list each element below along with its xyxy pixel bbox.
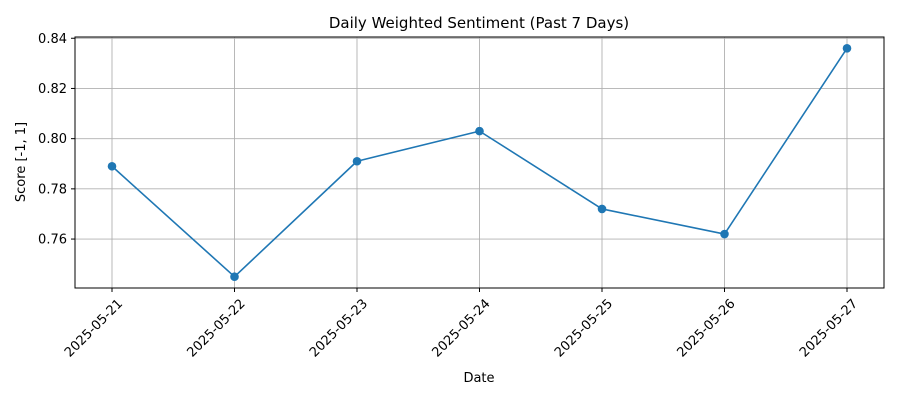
data-point [597, 204, 607, 214]
y-tick-label: 0.80 [38, 132, 67, 147]
data-point [720, 229, 729, 239]
chart-title: Daily Weighted Sentiment (Past 7 Days) [329, 14, 629, 32]
x-tick-label: 2025-05-24 [430, 296, 494, 360]
x-tick-label: 2025-05-23 [307, 296, 371, 360]
grid [75, 37, 884, 288]
x-tick-label: 2025-05-27 [797, 296, 861, 360]
y-tick-label: 0.84 [38, 32, 67, 47]
x-tick-label: 2025-05-22 [185, 296, 249, 360]
x-tick-label: 2025-05-26 [675, 296, 739, 360]
y-tick-label: 0.78 [38, 182, 67, 197]
y-axis-label: Score [-1, 1] [14, 122, 29, 202]
x-tick-label: 2025-05-21 [62, 296, 126, 360]
data-point [352, 156, 362, 166]
x-tick-label: 2025-05-25 [552, 296, 616, 360]
data-series [107, 43, 852, 282]
x-axis-label: Date [463, 371, 494, 386]
y-tick-label: 0.82 [38, 82, 67, 97]
y-axis: 0.76 0.78 0.80 0.82 0.84 [38, 32, 75, 248]
data-point [107, 161, 117, 171]
data-point [842, 43, 852, 53]
data-point [230, 272, 239, 282]
x-axis: 2025-05-21 2025-05-22 2025-05-23 2025-05-24… [62, 288, 861, 360]
data-point [475, 126, 484, 136]
y-tick-label: 0.76 [38, 233, 67, 248]
